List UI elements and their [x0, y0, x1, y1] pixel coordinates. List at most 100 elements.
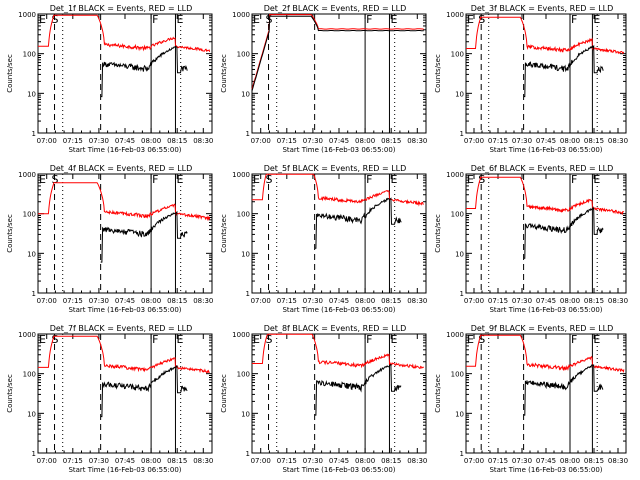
x-tick-label: 07:45 [115, 137, 135, 145]
panel-3: Det_3f BLACK = Events, RED = LLD 1 10 100 10… [434, 4, 628, 154]
y-tick-label: 10 [27, 90, 36, 98]
x-tick-label: 07:45 [536, 297, 556, 305]
x-tick-label: 07:30 [512, 457, 532, 465]
x-tick-label: 07:30 [303, 137, 323, 145]
y-axis-label: Counts/sec [6, 374, 14, 413]
series-line-events [523, 206, 604, 259]
y-tick-label: 10 [27, 410, 36, 418]
flag-label-e2: E [593, 13, 600, 26]
flag-label-e2: E [390, 173, 397, 186]
flag-label-e: E [39, 13, 46, 26]
flag-label-s: S [52, 173, 59, 186]
y-tick-label: 100 [23, 51, 36, 59]
x-tick-label: 07:45 [536, 457, 556, 465]
flag-label-f: F [571, 13, 577, 26]
y-tick-label: 10 [455, 410, 464, 418]
y-tick-label: 10 [241, 90, 250, 98]
flag-label-f: F [366, 333, 372, 346]
x-tick-label: 08:30 [407, 297, 427, 305]
flag-label-s: S [478, 13, 485, 26]
x-tick-label: 07:15 [488, 457, 508, 465]
x-tick-label: 07:15 [277, 297, 297, 305]
panel-title: Det_5f BLACK = Events, RED = LLD [264, 164, 407, 173]
panel-title: Det_1f BLACK = Events, RED = LLD [50, 4, 193, 13]
panel-title: Det_8f BLACK = Events, RED = LLD [264, 324, 407, 333]
plot-frame [251, 333, 427, 454]
flag-label-s: S [266, 333, 273, 346]
x-tick-label: 07:00 [251, 297, 271, 305]
x-tick-label: 08:30 [608, 457, 628, 465]
x-tick-label: 08:15 [381, 457, 401, 465]
plot-frame [251, 13, 427, 134]
x-tick-label: 08:00 [560, 457, 580, 465]
x-tick-label: 07:15 [488, 137, 508, 145]
x-tick-label: 08:30 [193, 457, 213, 465]
plot-frame [251, 173, 427, 294]
flag-label-f: F [366, 13, 372, 26]
y-tick-label: 100 [237, 51, 250, 59]
flag-label-s: S [52, 333, 59, 346]
x-tick-label: 08:00 [141, 457, 161, 465]
y-tick-label: 1 [32, 130, 36, 138]
x-tick-label: 07:00 [37, 457, 57, 465]
series-line-events [314, 197, 402, 249]
x-tick-label: 07:15 [63, 457, 83, 465]
x-axis-label: Start Time (16-Feb-03 06:55:00) [68, 146, 181, 154]
flag-label-e2: E [593, 333, 600, 346]
series-line-events [100, 210, 188, 263]
x-tick-label: 08:00 [560, 297, 580, 305]
x-tick-label: 08:15 [167, 137, 187, 145]
x-tick-label: 07:30 [512, 297, 532, 305]
series-line-events [251, 15, 424, 92]
x-tick-label: 08:00 [141, 137, 161, 145]
series-line-lld [252, 173, 424, 207]
flag-label-e2: E [176, 13, 183, 26]
y-tick-label: 100 [451, 51, 464, 59]
y-tick-label: 100 [237, 371, 250, 379]
y-tick-label: 10 [455, 250, 464, 258]
y-axis-label: Counts/sec [220, 214, 228, 253]
x-tick-label: 07:30 [303, 457, 323, 465]
y-tick-label: 1000 [232, 11, 250, 19]
y-axis-label: Counts/sec [220, 374, 228, 413]
series-line-lld [38, 182, 211, 222]
y-tick-label: 100 [451, 371, 464, 379]
x-tick-label: 07:45 [115, 457, 135, 465]
flag-label-f: F [152, 13, 158, 26]
x-tick-label: 07:00 [251, 457, 271, 465]
y-tick-label: 100 [23, 211, 36, 219]
series-line-lld [466, 16, 625, 55]
y-tick-label: 1000 [18, 11, 36, 19]
x-tick-label: 07:30 [303, 297, 323, 305]
series-line-lld [38, 14, 211, 53]
y-tick-label: 10 [241, 410, 250, 418]
flag-label-e: E [253, 333, 260, 346]
panel-4: Det_4f BLACK = Events, RED = LLD 1 10 100 10… [6, 164, 213, 314]
flag-label-e: E [467, 333, 474, 346]
y-tick-label: 1 [32, 450, 36, 458]
x-tick-label: 07:45 [536, 137, 556, 145]
x-tick-label: 07:00 [251, 137, 271, 145]
series-line-events [523, 44, 604, 98]
panel-title: Det_6f BLACK = Events, RED = LLD [471, 164, 614, 173]
y-tick-label: 1 [246, 290, 250, 298]
y-axis-label: Counts/sec [434, 214, 442, 253]
panel-title: Det_4f BLACK = Events, RED = LLD [50, 164, 193, 173]
x-tick-label: 07:30 [512, 137, 532, 145]
x-tick-label: 07:00 [37, 297, 57, 305]
flag-label-f: F [571, 173, 577, 186]
y-tick-label: 10 [455, 90, 464, 98]
y-tick-label: 1000 [232, 331, 250, 339]
panel-8: Det_8f BLACK = Events, RED = LLD 1 10 100 10… [220, 324, 427, 474]
x-tick-label: 07:30 [89, 297, 109, 305]
flag-label-e2: E [176, 173, 183, 186]
x-tick-label: 07:15 [277, 457, 297, 465]
flag-label-e2: E [390, 333, 397, 346]
x-tick-label: 08:15 [167, 297, 187, 305]
x-tick-label: 08:30 [193, 297, 213, 305]
x-tick-label: 08:00 [560, 137, 580, 145]
series-line-events [523, 363, 604, 416]
flag-label-s: S [52, 13, 59, 26]
x-tick-label: 07:45 [329, 297, 349, 305]
series-line-lld [38, 335, 210, 374]
